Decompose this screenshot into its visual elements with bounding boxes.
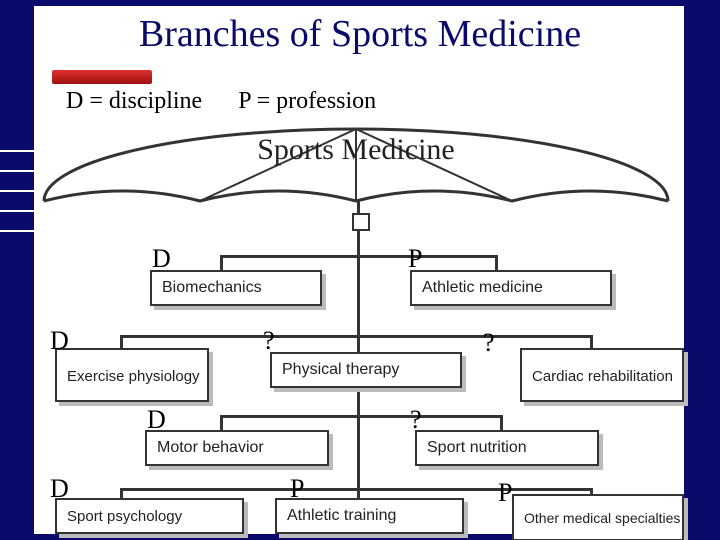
overlay-biomechanics: D [152,244,171,274]
title-underline [52,70,152,84]
overlay-other-medical: P [498,478,512,508]
legend-p: P = profession [238,88,376,114]
overlay-sport-nutrition: ? [410,405,422,435]
box-sport-nutrition: Sport nutrition [415,430,599,466]
row3-v2 [500,415,503,430]
box-sport-psych: Sport psychology [55,498,244,534]
overlay-physical-therapy: ? [263,326,275,356]
overlay-motor-behavior: D [147,405,166,435]
box-exercise-phys: Exercise physiology [55,348,209,402]
overlay-cardiac-rehab: ? [483,328,495,358]
box-cardiac-rehab: Cardiac rehabilitation [520,348,684,402]
slide-title: Branches of Sports Medicine [0,12,720,56]
row1-v1 [220,255,223,270]
row2-hbar [120,335,590,338]
stem-joint [352,213,370,231]
umbrella: Sports Medicine [40,125,672,215]
box-other-medical: Other medical specialties [512,494,684,540]
bg-tick [703,420,718,442]
legend-text: D = discipline P = profession [66,88,376,115]
box-motor-behavior: Motor behavior [145,430,329,466]
row3-v1 [220,415,223,430]
overlay-sport-psych: D [50,474,69,504]
row1-hbar [220,255,495,258]
row4-hbar [120,488,590,491]
overlay-exercise-phys: D [50,326,69,356]
row1-v2 [495,255,498,270]
bg-tick [703,270,718,292]
overlay-athletic-training: P [290,474,304,504]
overlay-athletic-medicine: P [408,244,422,274]
legend-d: D = discipline [66,88,202,114]
bg-tick [703,370,718,392]
umbrella-label: Sports Medicine [40,133,672,167]
box-biomechanics: Biomechanics [150,270,322,306]
box-physical-therapy: Physical therapy [270,352,462,388]
bg-tick [703,320,718,342]
box-athletic-medicine: Athletic medicine [410,270,612,306]
row3-hbar [220,415,500,418]
